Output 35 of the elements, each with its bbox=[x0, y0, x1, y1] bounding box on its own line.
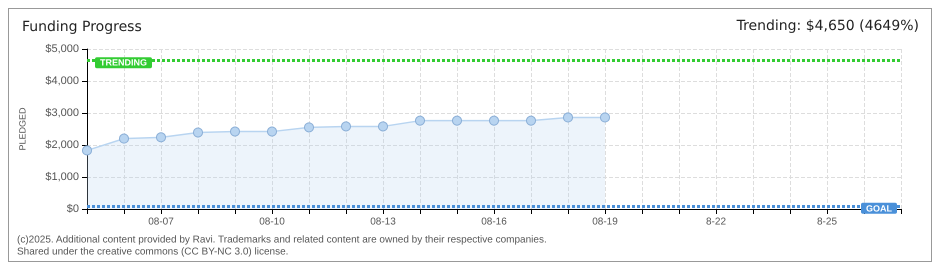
point bbox=[563, 112, 573, 122]
point bbox=[82, 145, 92, 156]
y-tick-label: $0 bbox=[66, 203, 79, 215]
point bbox=[452, 116, 462, 126]
text: Trending: $4,650 (4649%) bbox=[736, 18, 920, 34]
text: Shared under the creative commons (CC BY-NC 3.0) license. bbox=[17, 246, 288, 258]
point bbox=[341, 121, 351, 132]
y-axis-title: PLEDGED bbox=[18, 106, 28, 151]
point bbox=[193, 128, 203, 138]
point bbox=[156, 132, 166, 142]
point bbox=[415, 116, 425, 126]
x-tick-label: 08-10 bbox=[259, 216, 286, 228]
y-tick-label: $2,000 bbox=[45, 139, 79, 151]
x-tick-label: 08-07 bbox=[148, 216, 174, 228]
x-tick-label: 8-22 bbox=[706, 216, 726, 228]
x-tick-label: 08-13 bbox=[370, 216, 396, 228]
point bbox=[304, 122, 314, 132]
point bbox=[378, 121, 388, 132]
ref-line-label: TRENDING bbox=[100, 58, 147, 68]
x-tick-label: 08-16 bbox=[481, 216, 508, 228]
y-tick-label: $4,000 bbox=[45, 75, 79, 87]
y-tick-label: $5,000 bbox=[45, 43, 79, 55]
y-tick-label: $1,000 bbox=[45, 171, 79, 183]
point bbox=[489, 116, 499, 126]
y-tick-label: $3,000 bbox=[45, 107, 79, 119]
point bbox=[267, 126, 277, 137]
x-tick-label: 08-19 bbox=[592, 216, 618, 228]
point bbox=[600, 112, 610, 122]
point bbox=[230, 126, 240, 137]
x-tick-label: 8-25 bbox=[816, 216, 838, 228]
point bbox=[119, 134, 129, 144]
text: (c)2025. Additional content provided by Ravi. Trademarks and related content are owned by their respective companies. bbox=[17, 234, 547, 246]
ref-line-label: GOAL bbox=[866, 203, 892, 214]
chart-title: Funding Progress bbox=[22, 19, 142, 35]
point bbox=[526, 116, 536, 126]
